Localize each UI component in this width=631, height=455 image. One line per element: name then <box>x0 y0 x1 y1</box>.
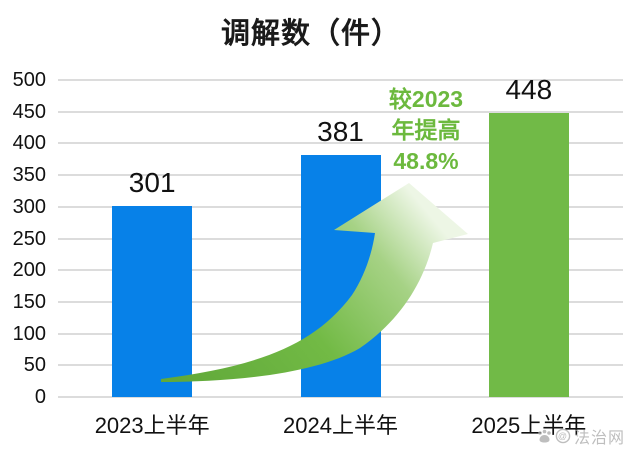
bar-value-label: 301 <box>128 167 176 199</box>
y-axis: 0 50 100 150 200 250 300 350 400 450 500 <box>0 69 48 408</box>
y-tick-label: 50 <box>23 354 46 377</box>
bar-2025上半年 <box>488 112 569 397</box>
paw-logo-icon <box>538 429 551 442</box>
watermark: @ 法治网 <box>537 424 625 448</box>
growth-annotation-line1: 较2023 <box>388 86 464 112</box>
growth-annotation-line2: 年提高 <box>391 117 461 143</box>
y-tick-label: 0 <box>34 386 46 408</box>
gridline <box>58 110 623 113</box>
y-tick-label: 300 <box>12 195 46 218</box>
plot-area: 301 381 448 <box>58 74 623 398</box>
growth-annotation: 较2023 年提高 48.8% <box>378 84 474 177</box>
bar-2024上半年 <box>300 155 381 397</box>
svg-text:@: @ <box>558 431 568 441</box>
y-tick-label: 500 <box>12 69 46 91</box>
gridline <box>58 142 623 145</box>
bar-2023上半年 <box>112 206 193 397</box>
gridline <box>58 396 623 398</box>
bar-value-label: 381 <box>317 116 364 148</box>
x-tick-label: 2025上半年 <box>471 413 587 438</box>
x-tick-label: 2023上半年 <box>94 413 210 438</box>
y-tick-label: 200 <box>12 259 46 282</box>
x-tick-label: 2024上半年 <box>283 413 398 438</box>
y-tick-label: 100 <box>12 322 46 345</box>
y-tick-label: 350 <box>12 164 46 187</box>
chart-title: 调解数（件） <box>220 18 401 50</box>
growth-annotation-line3: 48.8% <box>393 148 459 174</box>
y-tick-label: 250 <box>12 227 46 250</box>
x-axis: 2023上半年 2024上半年 2025上半年 <box>58 404 623 438</box>
y-tick-label: 150 <box>12 290 46 313</box>
y-tick-label: 450 <box>12 100 46 123</box>
bar-value-label: 448 <box>505 73 553 105</box>
copyright-circle-icon: @ <box>555 428 571 444</box>
watermark-text: 法治网 <box>573 430 625 447</box>
gridline <box>58 79 623 81</box>
y-tick-label: 400 <box>12 132 46 155</box>
